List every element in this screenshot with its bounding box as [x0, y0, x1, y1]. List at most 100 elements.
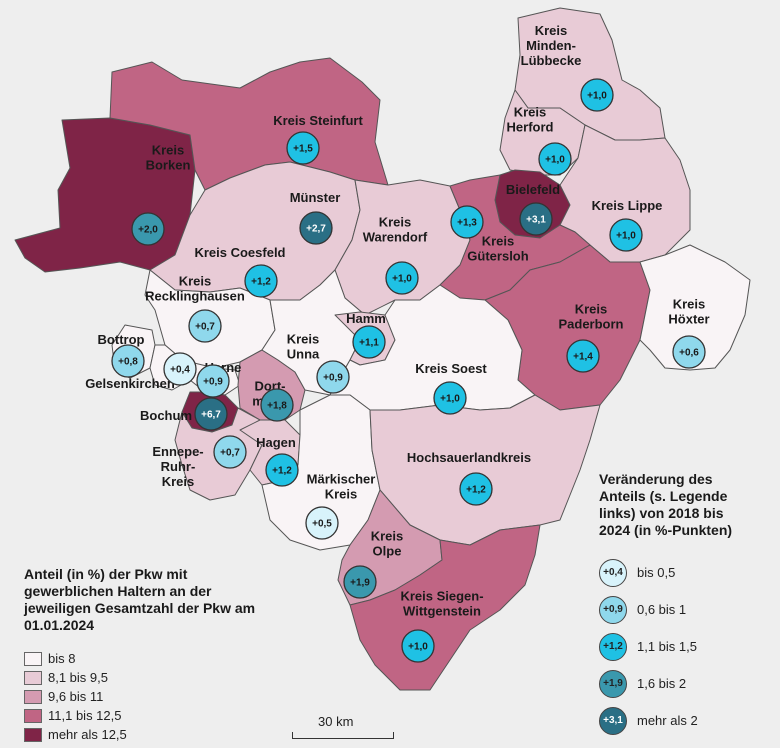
region-label-herford: Kreis Herford [507, 105, 554, 135]
change-circle-herford: +1,0 [538, 142, 572, 176]
change-circle-hamm: +1,1 [352, 325, 386, 359]
region-label-minden: Kreis Minden-Lübbecke [521, 23, 582, 68]
change-circle-hochsauerland: +1,2 [459, 472, 493, 506]
scale-line [292, 732, 394, 739]
change-legend-circle: +0,4 [599, 559, 627, 587]
region-label-ennepe: Ennepe-Ruhr-Kreis [152, 444, 203, 489]
share-legend-label: 9,6 bis 11 [48, 689, 104, 704]
region-label-recklinghausen: Kreis Recklinghausen [145, 274, 245, 304]
change-legend-circle: +3,1 [599, 707, 627, 735]
change-value-hagen: +1,2 [272, 466, 292, 477]
change-legend-circle: +0,9 [599, 596, 627, 624]
change-circle-lippe: +1,0 [609, 218, 643, 252]
region-label-hamm: Hamm [346, 311, 386, 326]
change-value-bielefeld: +3,1 [526, 215, 546, 226]
region-label-borken: Kreis Borken [146, 143, 191, 173]
change-circle-hagen: +1,2 [265, 453, 299, 487]
region-label-unna: Kreis Unna [287, 332, 320, 362]
change-circle-herne: +0,9 [196, 364, 230, 398]
change-circle-borken: +2,0 [131, 212, 165, 246]
change-value-warendorf: +1,0 [392, 274, 412, 285]
change-value-maerkisch: +0,5 [312, 519, 332, 530]
share-legend-label: bis 8 [48, 651, 76, 666]
change-value-soest: +1,0 [440, 394, 460, 405]
region-label-muenster: Münster [290, 190, 341, 205]
change-value-olpe: +1,9 [350, 578, 370, 589]
change-circle-muenster: +2,7 [299, 211, 333, 245]
label-layer: Kreis Borken Kreis Steinfurt Kreis Minden-Lü… [85, 23, 709, 619]
change-legend-title: Veränderung des Anteils (s. Legende link… [599, 471, 733, 538]
change-legend-circle: +1,9 [599, 670, 627, 698]
region-label-soest: Kreis Soest [415, 361, 487, 376]
region-label-bochum: Bochum [140, 408, 192, 423]
change-circle-soest: +1,0 [433, 381, 467, 415]
share-legend-swatch [24, 690, 42, 704]
change-circle-bochum: +6,7 [194, 397, 228, 431]
change-value-guetersloh: +1,3 [457, 218, 477, 229]
region-siegen [349, 524, 541, 691]
change-value-minden: +1,0 [587, 91, 607, 102]
change-value-coesfeld: +1,2 [251, 277, 271, 288]
change-value-hoexter: +0,6 [679, 348, 699, 359]
change-value-siegen: +1,0 [408, 642, 428, 653]
change-circle-steinfurt: +1,5 [286, 131, 320, 165]
change-value-ennepe: +0,7 [220, 448, 240, 459]
region-label-hoexter: Kreis Höxter [668, 297, 709, 327]
region-label-paderborn: Kreis Paderborn [558, 302, 623, 332]
change-legend-label: mehr als 2 [637, 713, 698, 728]
share-legend-label: mehr als 12,5 [48, 727, 127, 742]
change-value-bochum: +6,7 [201, 410, 221, 421]
change-legend-label: bis 0,5 [637, 565, 676, 580]
change-value-dortmund: +1,8 [267, 401, 287, 412]
region-label-steinfurt: Kreis Steinfurt [273, 113, 363, 128]
change-value-herford: +1,0 [545, 155, 565, 166]
region-label-bottrop: Bottrop [98, 332, 145, 347]
share-legend-label: 8,1 bis 9,5 [48, 670, 108, 685]
change-circle-dortmund: +1,8 [260, 388, 294, 422]
region-label-hochsauerland: Hochsauerlandkreis [407, 450, 531, 465]
change-value-hochsauerland: +1,2 [466, 485, 486, 496]
region-steinfurt [109, 57, 389, 191]
change-legend-label: 1,1 bis 1,5 [637, 639, 697, 654]
region-borken [14, 117, 196, 273]
share-legend-swatch [24, 709, 42, 723]
change-circle-olpe: +1,9 [343, 565, 377, 599]
share-legend-swatch [24, 671, 42, 685]
region-label-hagen: Hagen [256, 435, 296, 450]
change-circle-ennepe: +0,7 [213, 435, 247, 469]
change-value-herne: +0,9 [203, 377, 223, 388]
region-label-siegen: Kreis Siegen-Wittgenstein [400, 589, 483, 619]
change-value-gelsenkirchen: +0,4 [170, 365, 190, 376]
share-legend-title: Anteil (in %) der Pkw mit gewerblichen H… [24, 566, 256, 633]
change-value-unna: +0,9 [323, 373, 343, 384]
change-circle-gelsenkirchen: +0,4 [163, 352, 197, 386]
share-legend-swatch [24, 728, 42, 742]
region-label-coesfeld: Kreis Coesfeld [194, 245, 285, 260]
change-value-steinfurt: +1,5 [293, 144, 313, 155]
change-circle-paderborn: +1,4 [566, 339, 600, 373]
region-label-gelsenkirchen: Gelsenkirchen [85, 376, 175, 391]
region-label-maerkisch: Märkischer Kreis [307, 472, 376, 502]
region-label-bielefeld: Bielefeld [506, 182, 560, 197]
change-circle-warendorf: +1,0 [385, 261, 419, 295]
change-value-borken: +2,0 [138, 225, 158, 236]
change-legend-label: 0,6 bis 1 [637, 602, 687, 617]
change-circle-bottrop: +0,8 [111, 344, 145, 378]
change-value-bottrop: +0,8 [118, 357, 138, 368]
change-value-muenster: +2,7 [306, 224, 326, 235]
share-legend-label: 11,1 bis 12,5 [48, 708, 122, 723]
region-label-lippe: Kreis Lippe [592, 198, 663, 213]
change-value-lippe: +1,0 [616, 231, 636, 242]
region-label-guetersloh: Kreis Gütersloh [467, 234, 528, 264]
change-circle-minden: +1,0 [580, 78, 614, 112]
change-value-recklinghausen: +0,7 [195, 322, 215, 333]
change-circle-guetersloh: +1,3 [450, 205, 484, 239]
change-circle-bielefeld: +3,1 [519, 202, 553, 236]
change-circle-maerkisch: +0,5 [305, 506, 339, 540]
change-circle-unna: +0,9 [316, 360, 350, 394]
change-circle-coesfeld: +1,2 [244, 264, 278, 298]
change-value-paderborn: +1,4 [573, 352, 593, 363]
share-legend-swatch [24, 652, 42, 666]
scale-label: 30 km [318, 714, 354, 729]
